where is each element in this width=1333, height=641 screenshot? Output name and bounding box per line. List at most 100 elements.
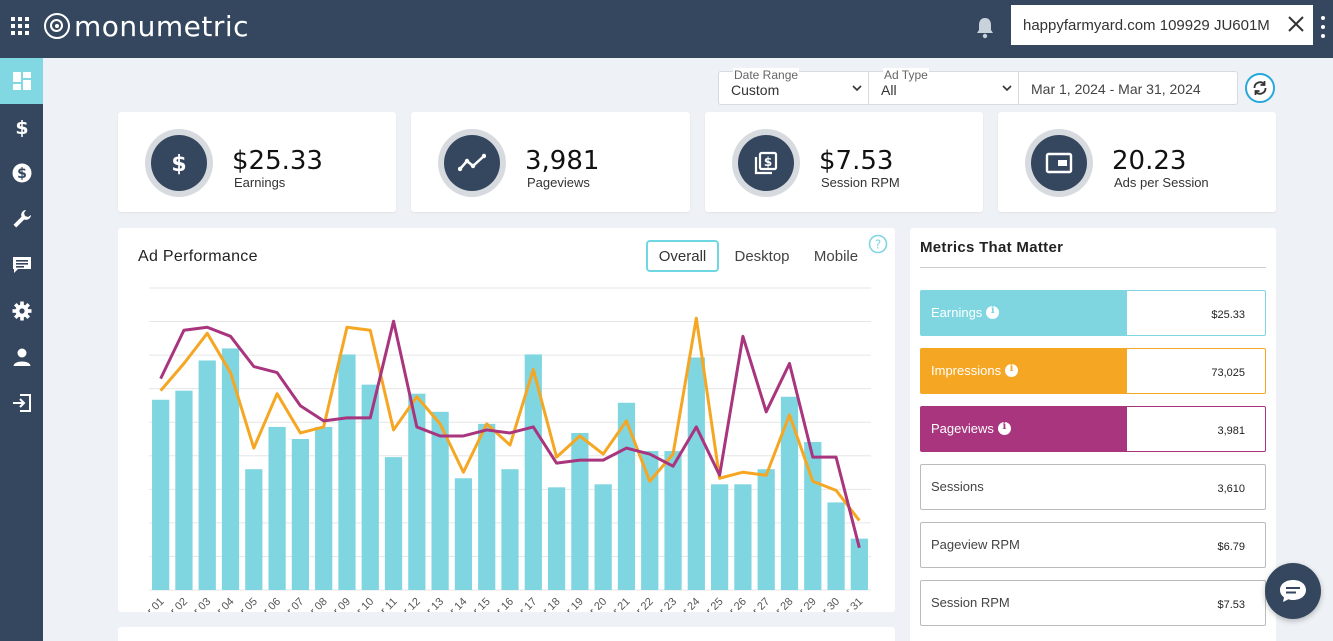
metric-row[interactable]: Impressions 73,025 xyxy=(920,348,1266,394)
sidebar-item-logout[interactable] xyxy=(0,380,43,426)
metric-label: Earnings xyxy=(931,305,1000,320)
more-options-icon[interactable] xyxy=(1320,16,1326,38)
chart-bar xyxy=(291,439,310,590)
ad-type-select[interactable]: Ad Type All xyxy=(869,68,1019,104)
metric-value: $6.79 xyxy=(1217,541,1245,553)
ad-type-value: All xyxy=(881,82,897,98)
metric-row[interactable]: Earnings $25.33 xyxy=(920,290,1266,336)
chart-bar xyxy=(710,484,729,590)
chart-bar xyxy=(850,538,868,590)
chart-bar xyxy=(338,354,356,590)
metric-label-text: Session RPM xyxy=(931,595,1010,610)
metric-row[interactable]: Session RPM $7.53 xyxy=(920,580,1266,626)
chart-bar xyxy=(501,469,519,590)
chart-bar xyxy=(268,426,286,590)
chat-icon xyxy=(1280,580,1306,602)
chart-bar xyxy=(780,396,799,590)
date-span-input[interactable]: Mar 1, 2024 - Mar 31, 2024 xyxy=(1019,72,1237,104)
notification-bell-icon[interactable] xyxy=(975,17,995,39)
stat-icon-ring xyxy=(438,129,506,197)
chart-bar xyxy=(431,411,449,590)
dollar-icon: $ xyxy=(15,117,28,137)
chart-bar xyxy=(594,484,612,590)
help-icon[interactable]: ? xyxy=(868,234,888,254)
metric-row[interactable]: Pageviews 3,981 xyxy=(920,406,1266,452)
refresh-button[interactable] xyxy=(1245,73,1275,103)
metric-label-text: Pageview RPM xyxy=(931,537,1020,552)
stat-icon-circle: $ xyxy=(738,135,794,191)
sidebar-item-settings[interactable] xyxy=(0,288,43,334)
sidebar-item-payments[interactable]: $ xyxy=(0,150,43,196)
tab-overall[interactable]: Overall xyxy=(646,240,719,272)
chat-button[interactable] xyxy=(1265,563,1321,619)
stat-value: 20.23 xyxy=(1112,146,1187,176)
metric-row[interactable]: Pageview RPM $6.79 xyxy=(920,522,1266,568)
chart-bar xyxy=(361,384,379,590)
user-icon xyxy=(13,348,30,366)
sidebar-item-earnings[interactable]: $ xyxy=(0,104,43,150)
chart-bar xyxy=(734,484,752,590)
stat-value: $25.33 xyxy=(232,146,323,176)
sidebar-item-messages[interactable] xyxy=(0,242,43,288)
apps-grid-icon[interactable] xyxy=(11,17,29,35)
brand-logo[interactable]: monumetric xyxy=(44,9,250,43)
info-icon[interactable] xyxy=(997,421,1011,435)
brand-name: monumetric xyxy=(74,9,250,43)
chart-title: Ad Performance xyxy=(138,248,258,265)
chart-bar xyxy=(641,451,659,590)
sidebar-item-account[interactable] xyxy=(0,334,43,380)
close-icon[interactable] xyxy=(1285,13,1307,35)
sidebar-item-dashboard[interactable] xyxy=(0,58,43,104)
svg-text:$: $ xyxy=(15,117,28,137)
chart-series-line xyxy=(159,316,861,522)
dollar-icon: $ xyxy=(171,152,186,176)
chart-bar xyxy=(198,360,216,590)
metric-value: $7.53 xyxy=(1217,599,1245,611)
metric-value: 73,025 xyxy=(1211,367,1245,379)
metric-label: Pageview RPM xyxy=(931,537,1020,552)
metric-label: Pageviews xyxy=(931,421,1011,436)
metric-color-fill xyxy=(921,291,1127,335)
svg-text:$: $ xyxy=(171,152,186,176)
chart-bar xyxy=(827,502,845,590)
wrench-icon xyxy=(13,210,31,228)
svg-text:?: ? xyxy=(875,238,881,252)
info-icon[interactable] xyxy=(1005,363,1019,377)
date-range-value: Custom xyxy=(731,82,780,98)
session-rpm-icon: $ xyxy=(754,151,778,175)
metric-label: Sessions xyxy=(931,479,984,494)
chevron-down-icon xyxy=(1002,85,1012,92)
monumetric-logo-icon xyxy=(44,13,70,39)
stat-label: Pageviews xyxy=(527,175,590,190)
top-bar: monumetric happyfarmyard.com 109929 JU60… xyxy=(0,0,1333,58)
metric-label-text: Sessions xyxy=(931,479,984,494)
svg-text:$: $ xyxy=(764,155,772,169)
info-icon[interactable] xyxy=(986,305,1000,319)
chart-bar xyxy=(315,426,333,590)
chart-bar xyxy=(804,442,822,590)
chart-bar xyxy=(547,487,566,590)
chart-bar xyxy=(454,478,473,590)
sidebar-item-tools[interactable] xyxy=(0,196,43,242)
metric-row[interactable]: Sessions 3,610 xyxy=(920,464,1266,510)
site-selector[interactable]: happyfarmyard.com 109929 JU601M xyxy=(1011,5,1313,45)
gear-icon xyxy=(12,301,31,321)
metric-label: Impressions xyxy=(931,363,1019,378)
stat-icon-ring xyxy=(1025,129,1093,197)
stat-card-session-rpm: $ $7.53 Session RPM xyxy=(705,112,983,212)
dashboard-icon xyxy=(12,72,31,90)
date-range-label: Date Range xyxy=(733,68,800,82)
ad-performance-panel: Ad Performance Overall Desktop Mobile ? … xyxy=(118,228,895,612)
chart-bar xyxy=(221,348,240,590)
metric-value: 3,610 xyxy=(1217,483,1245,495)
tab-desktop[interactable]: Desktop xyxy=(734,247,790,265)
metric-label-text: Pageviews xyxy=(931,421,994,436)
chart-bar xyxy=(384,457,403,590)
stat-value: $7.53 xyxy=(819,146,894,176)
stat-card-ads-per-session: 20.23 Ads per Session xyxy=(998,112,1276,212)
date-range-select[interactable]: Date Range Custom xyxy=(719,68,869,104)
site-selector-text: happyfarmyard.com 109929 JU601M xyxy=(1023,16,1270,34)
tab-mobile[interactable]: Mobile xyxy=(813,247,859,265)
metric-label: Session RPM xyxy=(931,595,1010,610)
